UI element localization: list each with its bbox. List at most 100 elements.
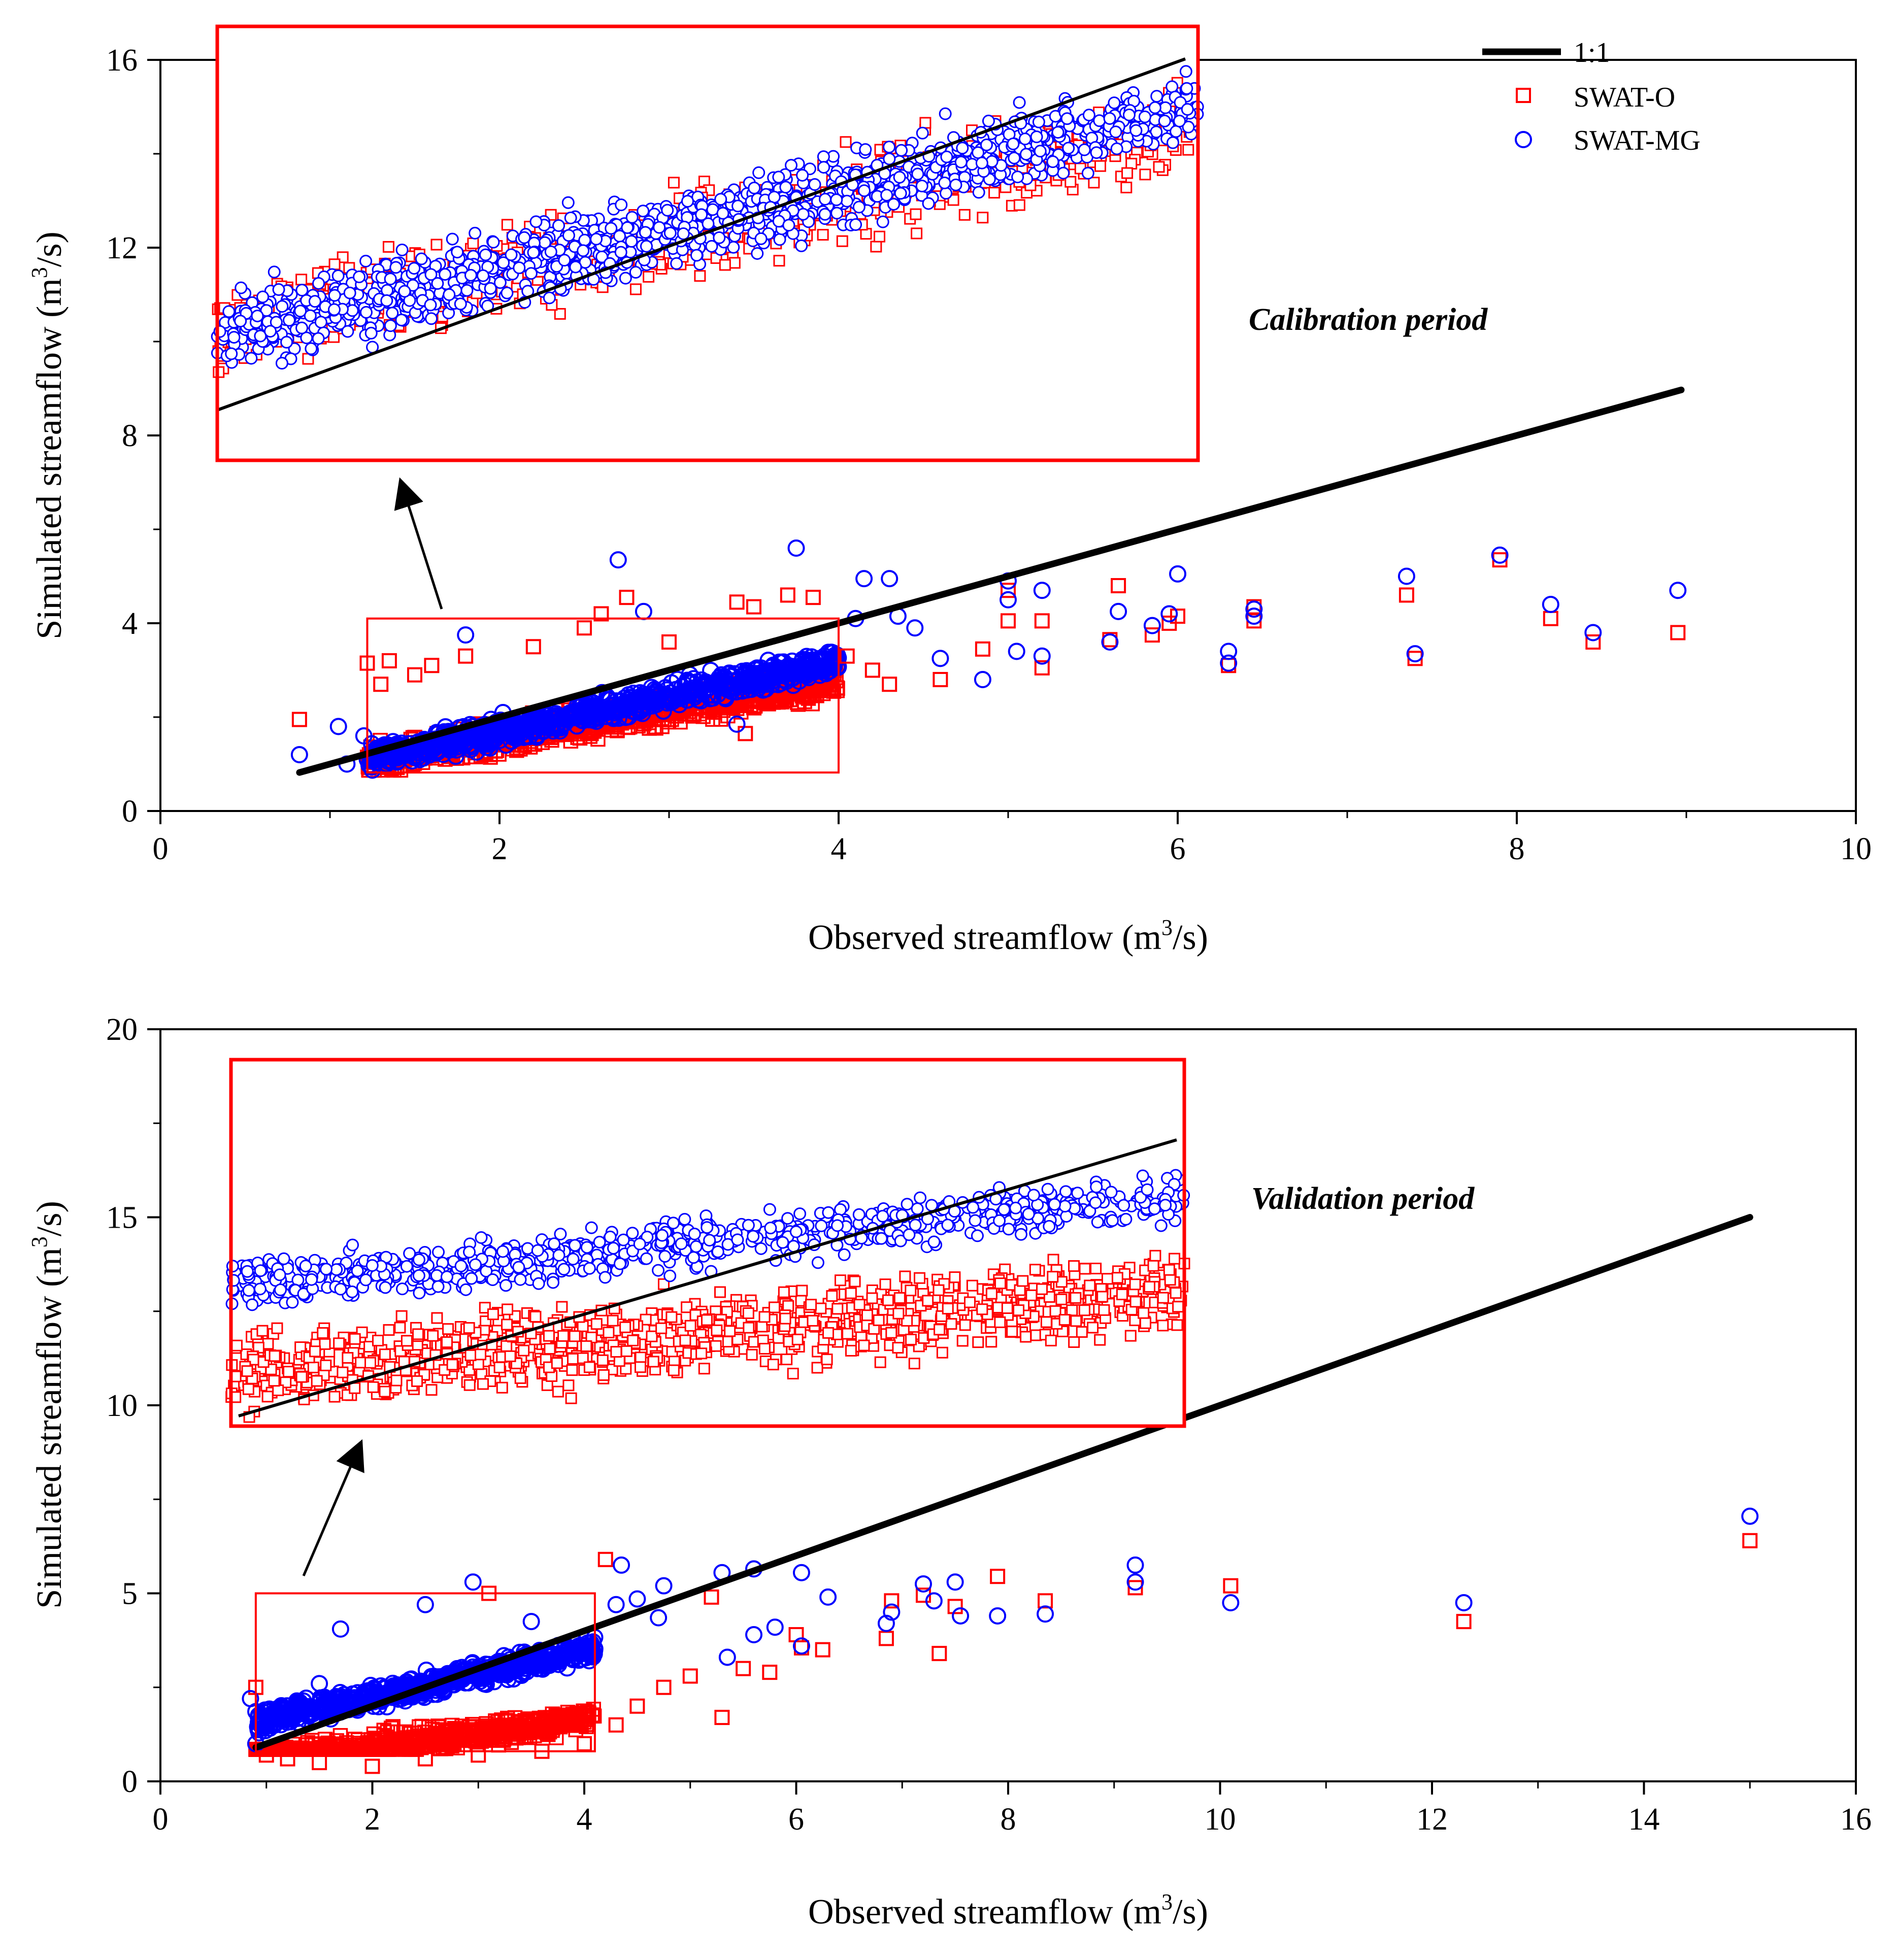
y-tick-label: 12 (106, 231, 138, 265)
inset-swat-mg-point (283, 314, 296, 327)
swat-o-point (1111, 578, 1126, 593)
inset-swat-mg-point (621, 221, 634, 234)
inset-swat-mg-point (911, 167, 924, 181)
inset-swat-mg-point (529, 215, 543, 228)
inset-swat-o-point (919, 117, 931, 129)
inset-swat-mg-point (940, 150, 953, 163)
zoom-cluster-points (358, 644, 847, 779)
inset-swat-mg-point (359, 254, 373, 267)
inset-swat-o-point (773, 255, 785, 267)
inset-swat-mg-point (276, 300, 289, 313)
inset-swat-mg-point (637, 205, 650, 218)
inset-swat-mg-point (876, 215, 889, 228)
x-tick-label: 6 (1170, 832, 1186, 866)
swat-o-point (805, 590, 821, 605)
inset-swat-mg-point (408, 262, 421, 275)
inset-swat-mg-point (625, 235, 638, 248)
inset-swat-mg-point (1011, 171, 1024, 184)
inset-swat-mg-point (625, 211, 639, 224)
inset-swat-mg-point (268, 265, 281, 279)
inset-swat-mg-point (938, 176, 951, 189)
inset-swat-mg-point (425, 312, 438, 325)
inset-swat-o-point (430, 239, 443, 251)
x-tick-label: 8 (1001, 1802, 1016, 1837)
inset-swat-mg-point (695, 208, 708, 221)
inset-swat-o-point (977, 212, 989, 224)
inset-swat-mg-point (1170, 125, 1183, 138)
swat-mg-point (1143, 617, 1161, 634)
swat-mg-point (290, 746, 308, 763)
x-tick-label: 6 (788, 1802, 804, 1837)
inset-swat-mg-point (956, 142, 969, 155)
inset-swat-mg-point (1166, 80, 1179, 93)
inset-swat-mg-point (1093, 114, 1106, 127)
inset-swat-mg-point (754, 232, 768, 245)
inset-swat-mg-point (295, 284, 309, 297)
inset-swat-o-point (467, 238, 479, 250)
inset-swat-mg-point (796, 168, 809, 182)
inset-swat-mg-point (501, 286, 514, 299)
inset-swat-mg-point (972, 186, 985, 199)
inset-swat-mg-point (1051, 126, 1064, 139)
inset-swat-mg-point (590, 232, 603, 246)
inset-swat-o-point (911, 227, 923, 240)
inset-swat-o-point (501, 219, 513, 231)
inset-swat-mg-point (564, 211, 577, 224)
inset-swat-mg-point (1007, 138, 1020, 151)
x-tick-label: 4 (831, 832, 847, 866)
inset-swat-mg-point (817, 161, 830, 174)
inset-swat-mg-point (818, 193, 831, 206)
inset-swat-mg-point (558, 254, 571, 267)
inset-swat-mg-point (782, 219, 795, 232)
inset-swat-o-point (328, 331, 340, 343)
inset-swat-mg-point (256, 290, 270, 303)
inset-swat-mg-point (752, 166, 766, 179)
inset-swat-mg-point (562, 229, 575, 242)
x-tick-label: 12 (1416, 1802, 1448, 1837)
inset-swat-mg-point (359, 306, 373, 319)
inset-swat-mg-point (857, 184, 871, 197)
swat-mg-point (1033, 582, 1051, 599)
inset-swat-mg-point (415, 252, 428, 265)
inset-swat-mg-point (1122, 108, 1136, 121)
swat-o-point (373, 677, 389, 692)
inset-swat-mg-point (446, 232, 459, 246)
inset-swat-mg-point (424, 298, 437, 312)
swat-o-point (975, 641, 990, 657)
inset-swat-mg-point (398, 285, 411, 298)
inset-swat-mg-point (1179, 65, 1192, 78)
inset-swat-mg-point (681, 195, 694, 208)
inset-swat-mg-point (972, 146, 985, 159)
inset-swat-o-point (840, 136, 852, 148)
swat-mg-point (881, 570, 898, 588)
inset-swat-o-point (874, 230, 886, 243)
inset-swat-mg-point (577, 244, 590, 257)
inset-swat-mg-point (670, 257, 683, 270)
inset-swat-o-point (694, 270, 706, 282)
swat-o-point (424, 658, 440, 673)
inset-swat-mg-point (663, 226, 677, 240)
inset-swat-mg-point (384, 319, 397, 332)
swat-mg-point (974, 671, 991, 688)
swat-mg-point (609, 551, 627, 569)
swat-o-point (1001, 613, 1016, 629)
inset-swat-mg-point (1046, 155, 1059, 168)
swat-mg-point (1584, 624, 1602, 641)
swat-mg-point (906, 619, 924, 637)
x-tick-label: 10 (1205, 1802, 1236, 1837)
swat-mg-point (1101, 633, 1119, 651)
inset-swat-mg-point (227, 331, 241, 344)
swat-mg-point (1406, 645, 1424, 663)
inset-swat-o-point (836, 235, 848, 247)
inset-swat-o-point (1153, 161, 1165, 173)
swat-o-point (291, 712, 307, 727)
x-axis-title: Observed streamflow (m3/s) (808, 915, 1208, 957)
inset-swat-mg-point (331, 269, 345, 282)
zoom-cluster-points (247, 1629, 604, 1757)
inset-swat-mg-point (484, 282, 497, 295)
inset-swat-o-point (1125, 157, 1138, 170)
swat-mg-point (329, 718, 347, 735)
inset-swat-mg-point (1108, 96, 1121, 110)
swat-o-point (458, 648, 474, 664)
